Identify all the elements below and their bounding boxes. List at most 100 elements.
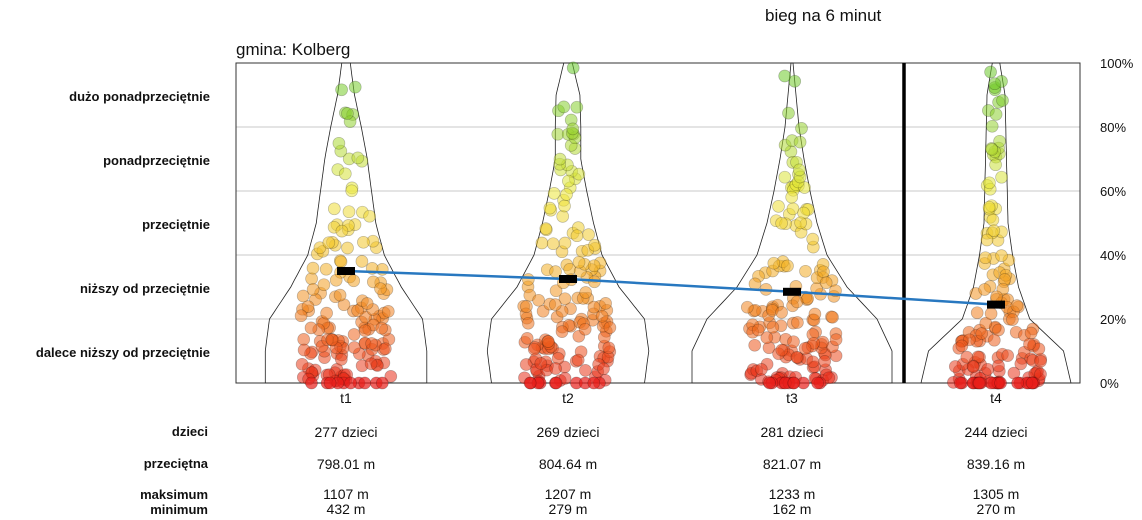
y-tick-label: 40% (1100, 248, 1126, 263)
stat-children-t4: 244 dzieci (964, 424, 1028, 440)
data-point (294, 309, 308, 323)
data-point (296, 289, 310, 303)
row-label-average: przeciętna (143, 456, 208, 471)
data-point (1010, 299, 1024, 312)
data-point (364, 357, 378, 371)
data-point (365, 337, 378, 350)
data-point (357, 235, 370, 249)
data-point (751, 323, 765, 337)
data-point (355, 255, 369, 268)
data-point (325, 333, 339, 347)
data-point (558, 236, 572, 250)
data-point (351, 151, 365, 165)
data-point (811, 376, 824, 390)
data-point (819, 276, 833, 290)
data-point (375, 376, 389, 390)
data-point (983, 176, 996, 190)
data-point (793, 135, 807, 149)
data-point (306, 283, 320, 296)
data-point (587, 376, 601, 390)
data-point (767, 256, 781, 270)
violin-chart: 0% 20% 40% 60% 80% 100% t1 t2 t3 t4 (235, 56, 1134, 406)
y-tick-label: 20% (1100, 312, 1126, 327)
data-point (534, 357, 548, 370)
data-point (546, 237, 560, 251)
data-point (549, 376, 563, 390)
stat-children-t2: 269 dzieci (536, 424, 600, 440)
violin-t3 (691, 62, 893, 384)
data-point (570, 229, 584, 243)
data-point (332, 136, 346, 150)
data-point (341, 107, 354, 120)
data-point (778, 69, 792, 83)
data-point (304, 321, 318, 335)
data-point (535, 236, 549, 250)
data-point (578, 322, 592, 336)
stat-max-t1: 1107 m (323, 486, 369, 502)
data-point (375, 321, 389, 335)
data-point (955, 339, 969, 353)
data-point (1001, 349, 1015, 362)
data-point (995, 249, 1008, 262)
data-point (984, 307, 998, 320)
stat-children-t3: 281 dzieci (760, 424, 824, 440)
data-point (817, 265, 830, 279)
x-tick-label: t1 (340, 390, 352, 406)
data-point (521, 273, 535, 286)
data-point (360, 297, 374, 310)
violin-t2 (486, 62, 650, 384)
data-point (1034, 367, 1047, 381)
chart-title: bieg na 6 minut (765, 6, 882, 25)
data-point (381, 305, 395, 318)
data-point (806, 355, 820, 369)
data-point (539, 222, 553, 235)
data-point (345, 184, 359, 198)
data-point (351, 304, 364, 317)
stat-average-t3: 821.07 m (762, 456, 822, 472)
data-point (520, 332, 534, 345)
data-point (329, 273, 343, 287)
data-point (579, 364, 592, 377)
data-point (384, 370, 398, 383)
data-point (785, 190, 799, 204)
data-point (787, 335, 800, 349)
data-point (566, 61, 580, 75)
data-point (790, 350, 804, 364)
data-point (948, 360, 962, 373)
data-point (338, 167, 352, 181)
data-point (982, 200, 996, 214)
data-point (570, 100, 584, 114)
data-point (597, 362, 610, 376)
data-point (520, 300, 533, 313)
y-tick-label: 100% (1100, 56, 1134, 71)
data-point (790, 295, 804, 309)
data-point (347, 274, 361, 288)
stat-children-t1: 277 dzieci (314, 424, 378, 440)
data-point (953, 376, 967, 390)
data-point (1024, 326, 1038, 340)
data-point (808, 307, 822, 321)
x-tick-label: t2 (562, 390, 574, 406)
data-point (996, 94, 1009, 107)
data-point (748, 277, 762, 291)
data-point (297, 333, 311, 346)
data-point (588, 238, 601, 252)
data-point (301, 300, 315, 313)
mean-marker-t3 (783, 287, 801, 296)
mean-marker-t4 (987, 300, 1005, 309)
data-point (358, 324, 372, 337)
stat-average-t4: 839.16 m (966, 456, 1026, 472)
stat-max-t4: 1305 m (972, 486, 1020, 502)
data-point (359, 310, 372, 324)
data-point (562, 174, 575, 188)
stat-average-t1: 798.01 m (316, 456, 376, 472)
data-point (980, 233, 994, 247)
data-point (341, 241, 354, 255)
data-point (748, 338, 762, 352)
data-point (740, 300, 754, 314)
data-point (521, 316, 535, 330)
data-point (305, 272, 318, 286)
data-point (347, 328, 361, 341)
data-point (549, 284, 563, 298)
data-point (342, 205, 356, 219)
